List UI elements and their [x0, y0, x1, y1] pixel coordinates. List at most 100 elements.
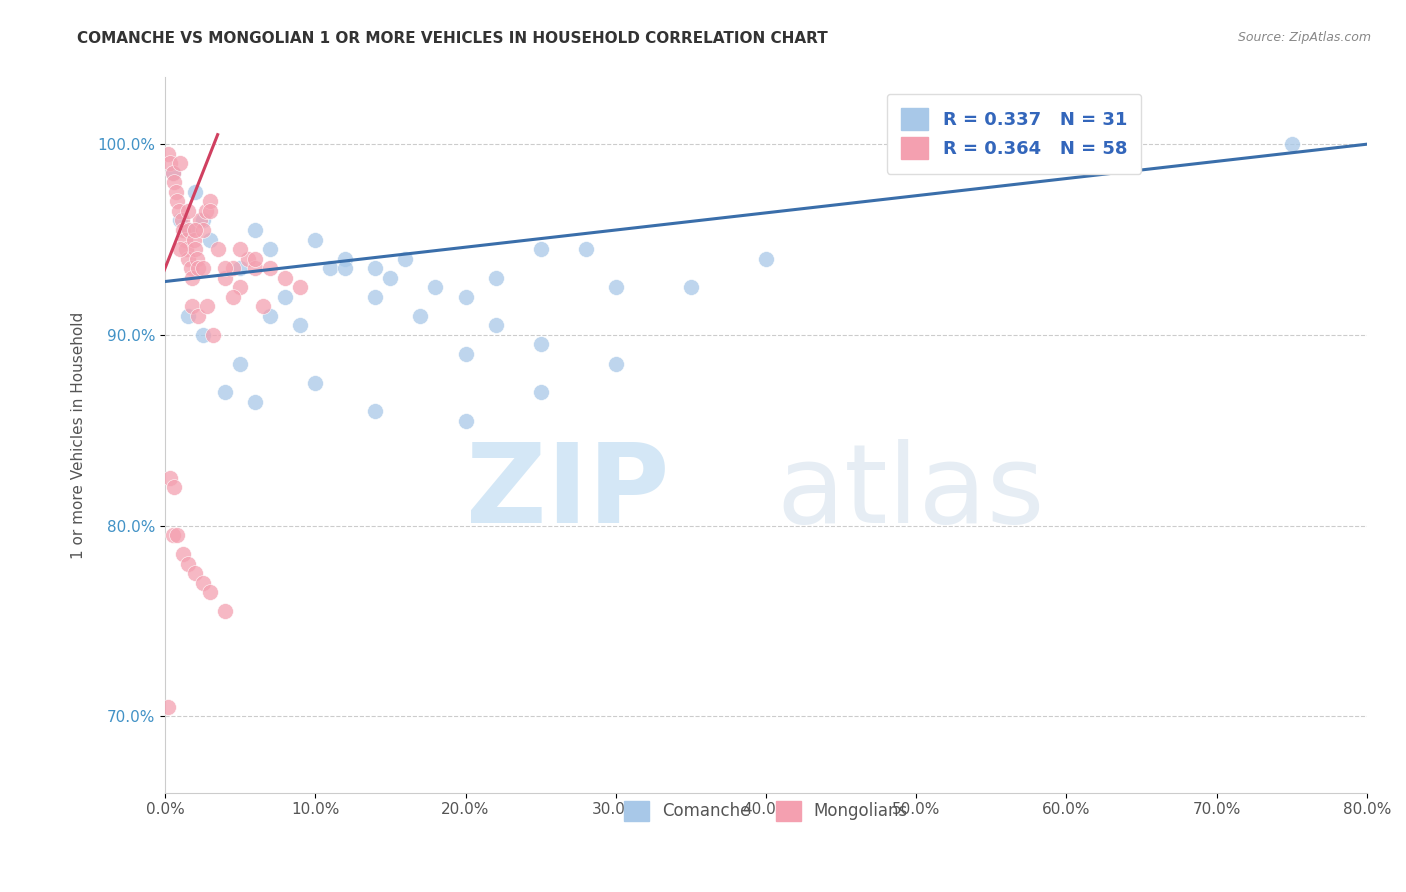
Point [176, 223, 198, 237]
Point [530, 385, 553, 400]
Point [157, 699, 180, 714]
Point [162, 166, 184, 180]
Point [245, 261, 267, 276]
Point [162, 166, 184, 180]
Point [484, 270, 506, 285]
Point [170, 213, 193, 227]
Point [188, 213, 211, 227]
Point [575, 242, 598, 256]
Point [252, 299, 274, 313]
Point [207, 242, 229, 256]
Point [380, 270, 402, 285]
Point [180, 261, 202, 276]
Legend: Comanche, Mongolians: Comanche, Mongolians [610, 788, 921, 834]
Point [214, 605, 236, 619]
Point [183, 233, 205, 247]
Point [157, 146, 180, 161]
Point [679, 280, 702, 294]
Point [181, 299, 204, 313]
Point [186, 252, 208, 266]
Point [159, 156, 181, 170]
Point [1281, 137, 1303, 152]
Point [229, 242, 252, 256]
Point [184, 185, 207, 199]
Point [184, 242, 207, 256]
Point [221, 261, 243, 276]
Point [454, 347, 477, 361]
Point [274, 290, 297, 304]
Point [245, 223, 267, 237]
Text: atlas: atlas [776, 439, 1045, 546]
Point [169, 213, 191, 227]
Point [198, 233, 221, 247]
Point [259, 261, 281, 276]
Point [184, 223, 207, 237]
Point [290, 280, 312, 294]
Point [195, 299, 218, 313]
Point [454, 414, 477, 428]
Point [184, 566, 207, 581]
Point [166, 194, 188, 209]
Point [335, 261, 357, 276]
Point [174, 242, 197, 256]
Point [319, 261, 342, 276]
Point [259, 242, 281, 256]
Point [454, 290, 477, 304]
Point [484, 318, 506, 333]
Y-axis label: 1 or more Vehicles in Household: 1 or more Vehicles in Household [72, 311, 86, 558]
Point [165, 185, 187, 199]
Point [755, 252, 778, 266]
Point [394, 252, 416, 266]
Point [198, 203, 221, 218]
Point [245, 252, 267, 266]
Point [191, 261, 214, 276]
Point [259, 309, 281, 323]
Point [191, 575, 214, 590]
Point [274, 270, 297, 285]
Point [179, 223, 201, 237]
Point [214, 261, 236, 276]
Point [167, 203, 190, 218]
Point [221, 290, 243, 304]
Point [194, 203, 217, 218]
Point [191, 327, 214, 342]
Text: Source: ZipAtlas.com: Source: ZipAtlas.com [1237, 31, 1371, 45]
Point [290, 318, 312, 333]
Point [229, 357, 252, 371]
Point [214, 270, 236, 285]
Point [304, 233, 326, 247]
Point [198, 194, 221, 209]
Point [187, 261, 209, 276]
Point [530, 242, 553, 256]
Point [409, 309, 432, 323]
Point [245, 394, 267, 409]
Point [425, 280, 447, 294]
Point [173, 233, 195, 247]
Text: COMANCHE VS MONGOLIAN 1 OR MORE VEHICLES IN HOUSEHOLD CORRELATION CHART: COMANCHE VS MONGOLIAN 1 OR MORE VEHICLES… [77, 31, 828, 46]
Point [214, 385, 236, 400]
Point [176, 557, 198, 571]
Point [163, 175, 186, 189]
Point [605, 280, 627, 294]
Point [163, 481, 186, 495]
Point [172, 223, 194, 237]
Point [236, 252, 259, 266]
Point [335, 252, 357, 266]
Point [198, 585, 221, 599]
Point [304, 376, 326, 390]
Text: ZIP: ZIP [467, 439, 669, 546]
Point [229, 280, 252, 294]
Point [176, 252, 198, 266]
Point [159, 471, 181, 485]
Point [364, 261, 387, 276]
Point [181, 270, 204, 285]
Point [187, 309, 209, 323]
Point [229, 261, 252, 276]
Point [530, 337, 553, 351]
Point [364, 404, 387, 418]
Point [605, 357, 627, 371]
Point [169, 242, 191, 256]
Point [364, 290, 387, 304]
Point [172, 547, 194, 561]
Point [191, 223, 214, 237]
